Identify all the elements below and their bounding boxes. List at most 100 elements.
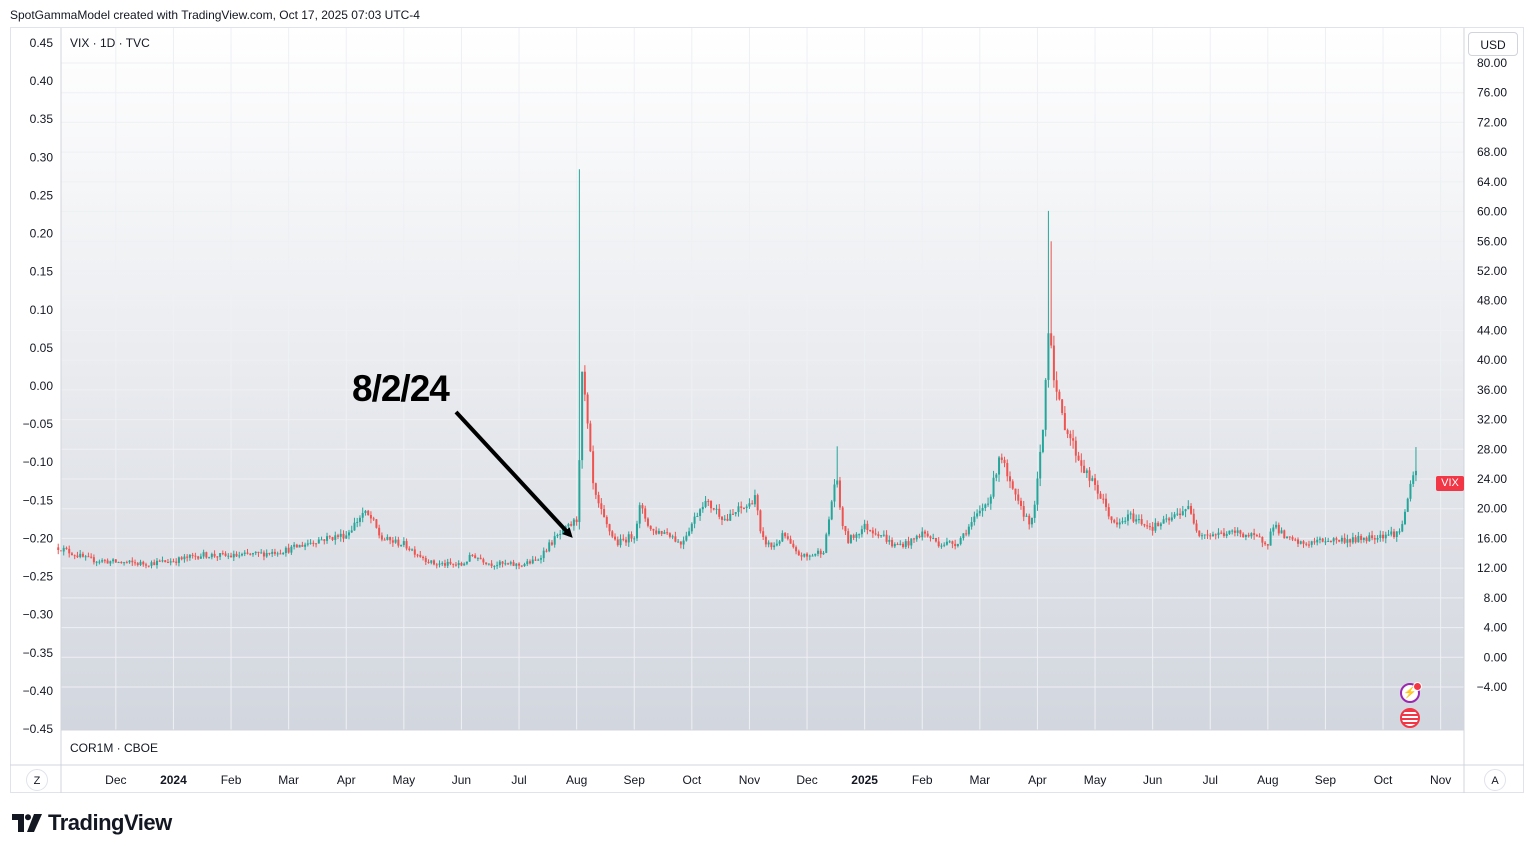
candle-body [1362, 537, 1365, 540]
candle-body [98, 561, 101, 563]
candle-body [1000, 457, 1003, 460]
candle-body [989, 496, 992, 504]
candle-body [350, 530, 353, 533]
candle-body [1275, 524, 1278, 528]
currency-button[interactable]: USD [1468, 32, 1518, 56]
left-axis-tick: −0.10 [23, 455, 54, 469]
us-flag-icon[interactable] [1400, 708, 1420, 728]
chart-frame[interactable] [10, 27, 1524, 793]
candle-body [120, 562, 123, 564]
candle-body [1162, 519, 1165, 524]
tradingview-brand[interactable]: TradingView [12, 810, 172, 836]
time-axis[interactable]: Dec 2024 Feb Mar Apr May Jun Jul Aug Sep Oct Nov Dec… [105, 773, 1451, 787]
candle-body [910, 538, 913, 546]
candle-body [693, 516, 696, 524]
candle-body [1280, 530, 1283, 534]
candle-body [125, 562, 128, 564]
candle-body [737, 506, 740, 513]
candle-body [117, 562, 120, 564]
candle-body [389, 536, 392, 541]
candle-body [446, 561, 449, 566]
candle-body [655, 530, 658, 534]
candle-body [1343, 537, 1346, 543]
candle-body [616, 539, 619, 546]
candle-body [929, 536, 932, 539]
candle-body [1168, 518, 1171, 521]
candle-body [153, 562, 156, 566]
right-axis-tick: 76.00 [1477, 86, 1507, 100]
candle-body [866, 523, 869, 531]
candle-body [885, 534, 888, 542]
candle-body [954, 543, 957, 547]
time-axis-tick: May [393, 773, 416, 787]
candle-body [419, 554, 422, 557]
candle-body [1335, 538, 1338, 540]
candle-body [838, 480, 841, 508]
auto-scale-button[interactable]: A [1484, 769, 1506, 791]
vix-price-tag: VIX [1436, 476, 1464, 491]
candle-body [282, 553, 285, 555]
candle-body [701, 506, 704, 510]
right-price-axis[interactable]: 80.00 76.00 72.00 68.00 64.00 60.00 56.00 52.00… [1477, 56, 1508, 694]
main-series-legend[interactable]: VIX · 1D · TVC [70, 36, 150, 50]
z-button[interactable]: Z [26, 769, 48, 791]
sub-series-legend[interactable]: COR1M · CBOE [70, 741, 159, 755]
left-axis-tick: 0.40 [30, 74, 54, 88]
right-axis-tick: −4.00 [1477, 680, 1508, 694]
candle-body [224, 553, 227, 556]
candle-body [740, 506, 743, 508]
candle-body [367, 510, 370, 515]
candle-body [287, 547, 290, 553]
candle-body [874, 533, 877, 535]
candle-body [79, 553, 82, 558]
candle-body [622, 538, 625, 540]
candle-body [611, 531, 614, 537]
candle-body [334, 535, 337, 540]
candle-body [570, 524, 573, 526]
candle-body [913, 538, 916, 540]
candle-body [487, 563, 490, 565]
candle-body [337, 535, 340, 537]
candle-body [1332, 538, 1335, 542]
candle-body [166, 562, 169, 564]
candle-body [76, 555, 79, 558]
candle-body [1006, 463, 1009, 477]
left-axis-tick: 0.20 [30, 227, 54, 241]
candle-body [131, 560, 134, 563]
candle-body [965, 533, 968, 535]
candle-body [1184, 509, 1187, 512]
candle-body [331, 537, 334, 540]
candle-body [1365, 537, 1368, 542]
candle-body [844, 525, 847, 532]
candle-body [1354, 537, 1357, 543]
candle-body [597, 494, 600, 504]
candle-body [1384, 534, 1387, 539]
candle-body [1022, 506, 1025, 517]
candle-body [103, 560, 106, 562]
candle-body [391, 540, 394, 543]
candle-body [306, 543, 309, 545]
candle-body [372, 518, 375, 520]
right-axis-tick: 16.00 [1477, 531, 1507, 545]
candle-body [320, 539, 323, 541]
left-axis-tick: −0.05 [23, 417, 54, 431]
candle-body [1091, 478, 1094, 481]
candle-body [378, 527, 381, 536]
candle-body [784, 533, 787, 537]
candle-body [1028, 515, 1031, 525]
candle-body [770, 542, 773, 548]
candle-body [342, 533, 345, 539]
candle-body [1192, 513, 1195, 524]
candle-body [1351, 537, 1354, 543]
left-price-axis[interactable]: 0.45 0.40 0.35 0.30 0.25 0.20 0.15 0.10 0.05 0.00… [23, 36, 54, 736]
candle-body [803, 553, 806, 557]
candle-body [635, 523, 638, 539]
candle-body [948, 541, 951, 543]
candle-body [1313, 541, 1316, 543]
candle-body [707, 500, 710, 502]
candle-body [271, 551, 274, 554]
right-axis-tick: 36.00 [1477, 383, 1507, 397]
candle-body [123, 562, 126, 564]
candle-body [433, 560, 436, 565]
